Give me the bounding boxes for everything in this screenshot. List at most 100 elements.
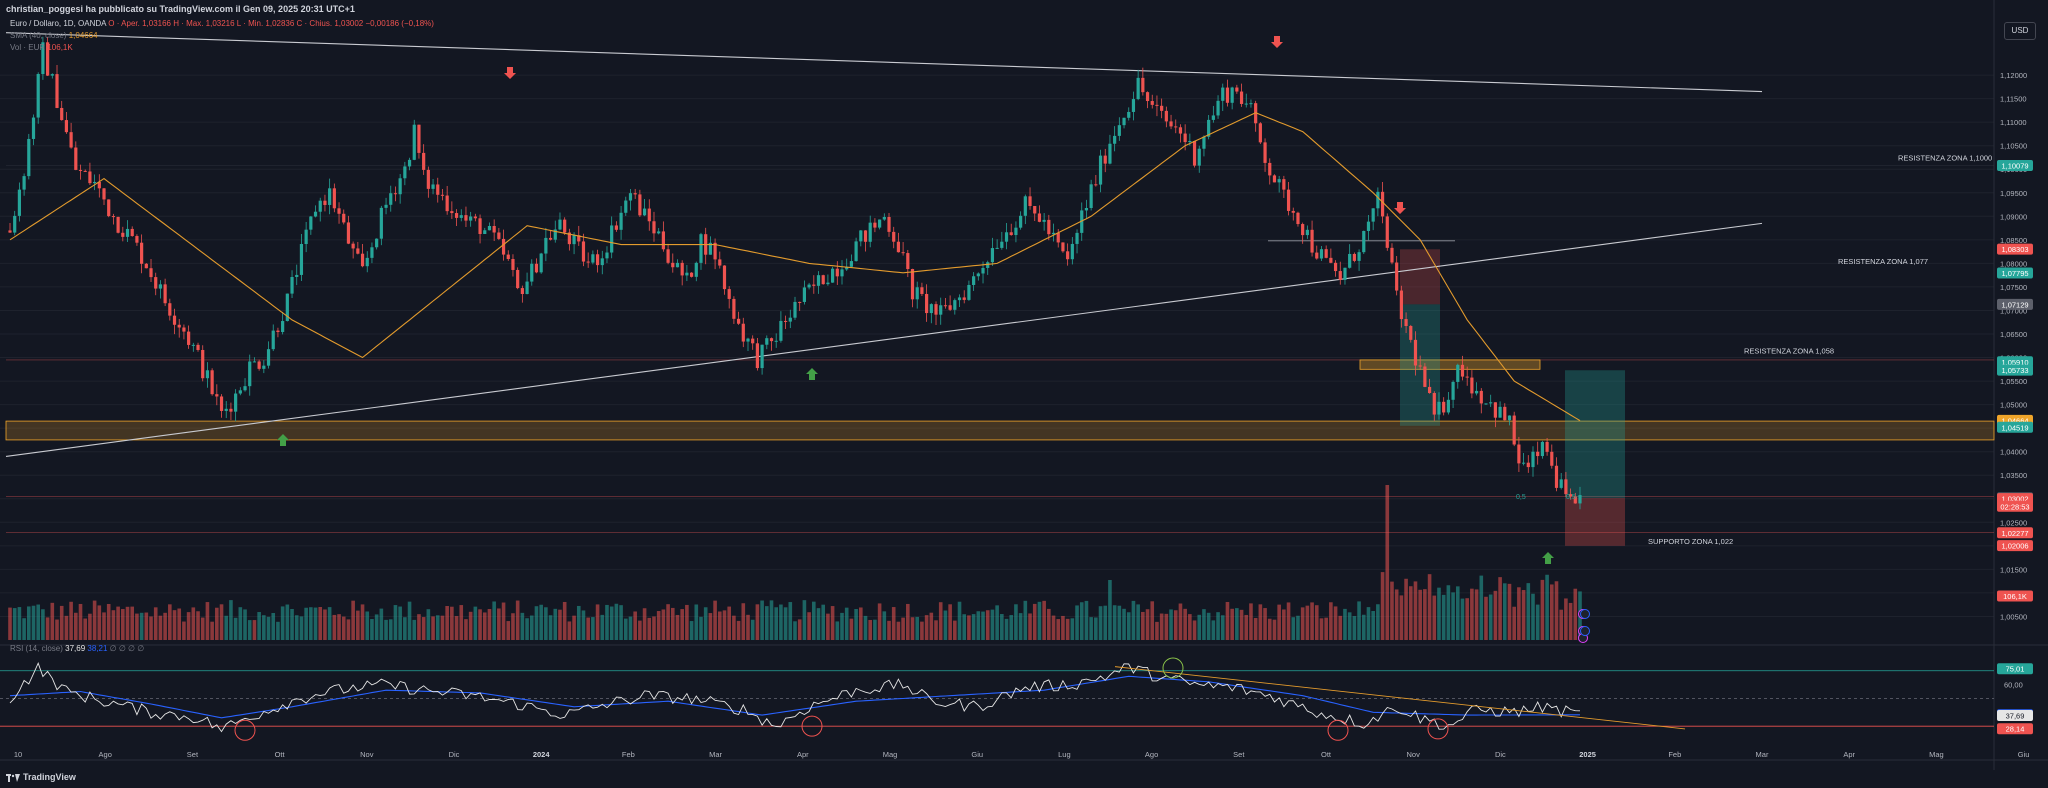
legend-rsi[interactable]: RSI (14, close) 37,69 38,21 ∅ ∅ ∅ ∅: [10, 644, 144, 653]
time-label: Feb: [622, 750, 635, 759]
footer-brand[interactable]: TradingView: [6, 772, 76, 782]
volume-bar: [374, 614, 379, 640]
candle-body: [1197, 148, 1201, 166]
candle-body: [1056, 232, 1060, 243]
arrow-down-icon: [1394, 202, 1406, 214]
volume-bar: [1352, 616, 1357, 640]
candle-body: [511, 258, 515, 270]
candle-body: [1559, 479, 1563, 488]
volume-bar: [1051, 615, 1056, 640]
candle-body: [1329, 257, 1333, 263]
volume-bar: [1446, 585, 1451, 640]
rsi-badge-bg: [1997, 710, 2033, 722]
short-stop-box: [1400, 249, 1440, 305]
volume-bar: [468, 611, 473, 640]
candle-body: [1244, 103, 1248, 105]
volume-bar: [1493, 590, 1498, 640]
candle-body: [248, 361, 252, 387]
volume-bar: [135, 613, 139, 640]
volume-bar: [953, 620, 957, 640]
volume-bar: [200, 617, 205, 640]
candle-body: [849, 261, 854, 267]
candle-body: [619, 212, 623, 230]
price-tick: 1,11000: [2000, 118, 2027, 127]
volume-bar: [1070, 618, 1075, 640]
candle-body: [868, 222, 872, 242]
volume-bar: [868, 619, 873, 640]
volume-bar: [605, 604, 609, 640]
candle-body: [652, 221, 656, 234]
candle-body: [1362, 230, 1366, 253]
time-label: Ago: [1145, 750, 1158, 759]
volume-bar: [1197, 614, 1202, 640]
candle-body: [1564, 479, 1568, 495]
volume-bar: [1141, 611, 1145, 640]
header-publisher: christian_poggesi ha pubblicato su Tradi…: [6, 4, 355, 14]
legend-vol[interactable]: Vol · EUR 106,1K: [10, 43, 73, 52]
candle-body: [1474, 390, 1479, 394]
time-label: Mar: [1756, 750, 1769, 759]
candle-body: [591, 254, 595, 263]
volume-bar: [309, 607, 313, 640]
candle-body: [187, 331, 191, 345]
volume-bar: [1267, 618, 1272, 640]
volume-bar: [379, 608, 384, 640]
candle-body: [779, 320, 783, 341]
candle-body: [798, 301, 802, 303]
candle-body: [995, 247, 999, 249]
volume-bar: [750, 619, 755, 640]
volume-bar: [727, 606, 731, 640]
candle-body: [699, 234, 703, 263]
volume-bar: [417, 614, 421, 640]
markers: RESISTENZA ZONA 1,1000 RESISTENZA ZONA 1,…: [277, 36, 1992, 643]
volume-bar: [88, 613, 92, 640]
candle-body: [55, 74, 59, 108]
legend-symbol[interactable]: Euro / Dollaro, 1D, OANDA: [10, 19, 107, 28]
volume-bar: [304, 607, 308, 640]
zones: [5, 165, 1995, 546]
volume-bar: [1028, 613, 1032, 640]
candle-body: [845, 266, 849, 270]
grid: 1,120001,115001,110001,105001,100001,095…: [0, 0, 2048, 770]
legend-main: Euro / Dollaro, 1D, OANDA O · Aper. 1,03…: [10, 19, 434, 28]
rsi-tick: 60,00: [2004, 681, 2023, 690]
candle-body: [1277, 179, 1281, 183]
currency-button[interactable]: USD: [2004, 22, 2036, 40]
trendline-upper: [5, 32, 1763, 93]
volume-bar: [1056, 619, 1061, 640]
candle-body: [1371, 208, 1375, 222]
volume-bar: [125, 606, 130, 640]
legend-sma[interactable]: SMA (40, close) 1,04664: [10, 31, 98, 40]
volume-bar: [821, 604, 826, 640]
candle-body: [1291, 210, 1295, 213]
volume-bar: [41, 609, 45, 640]
candle-body: [558, 219, 562, 230]
candle-body: [215, 394, 219, 397]
volume-bar: [788, 602, 793, 640]
long-target-box: [1565, 370, 1625, 498]
volume-bar: [764, 606, 769, 640]
volume-bar: [1282, 609, 1286, 640]
candle-body: [1385, 216, 1389, 248]
annotation-sup-1022: SUPPORTO ZONA 1,022: [1648, 537, 1733, 546]
arrow-up-icon: [277, 434, 289, 446]
candle-body: [1460, 364, 1465, 377]
volume-bar: [327, 607, 332, 640]
candle-body: [915, 287, 919, 300]
volume-bar: [675, 614, 680, 640]
volume-bar: [943, 610, 948, 640]
candle-body: [746, 338, 750, 342]
volume-bar: [722, 610, 727, 640]
candle-body: [318, 200, 322, 212]
arrow-down-icon: [504, 67, 516, 79]
candle-body: [252, 361, 257, 363]
price-tick: 1,03500: [2000, 471, 2027, 480]
volume-bar: [257, 612, 261, 640]
candle-body: [727, 289, 731, 299]
candle-body: [60, 107, 64, 121]
volume-bar: [31, 605, 36, 640]
time-label: Dic: [1495, 750, 1506, 759]
volume-bar: [482, 612, 487, 640]
candle-body: [1554, 465, 1559, 488]
